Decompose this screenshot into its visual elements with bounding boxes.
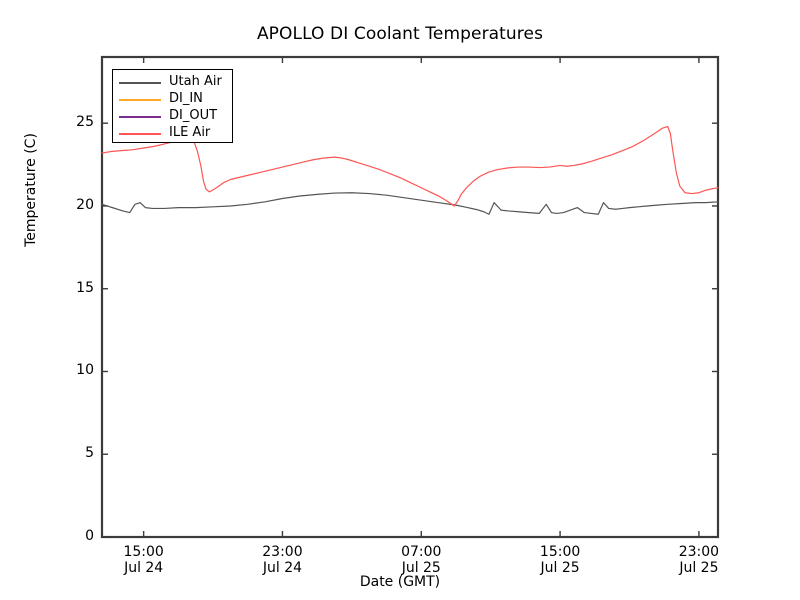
legend-label: DI_OUT [169,108,218,123]
series-line-utah-air [101,192,719,215]
x-tick-label: 23:00 Jul 24 [222,544,342,576]
y-axis-label-text: Temperature (C) [23,133,39,247]
x-tick-date: Jul 25 [401,560,441,576]
legend-label: DI_IN [169,91,203,106]
legend-item-di-in[interactable]: DI_IN [113,91,234,108]
legend-color-swatch [119,133,161,135]
series-line-ile-air [101,125,719,207]
legend-item-di-out[interactable]: DI_OUT [113,108,234,125]
legend-label: Utah Air [169,74,222,89]
legend-color-swatch [119,99,161,101]
chart-title: APOLLO DI Coolant Temperatures [256,24,544,44]
chart-legend: Utah Air DI_IN DI_OUT ILE Air [112,69,233,143]
x-tick-label: 07:00 Jul 25 [361,544,481,576]
y-tick-label: 5 [85,445,94,462]
x-tick-time: 15:00 [539,544,581,560]
x-tick-time: 07:00 [401,544,442,560]
y-axis-label: Temperature (C) [23,0,39,247]
legend-item-utah-air[interactable]: Utah Air [113,74,234,91]
y-tick-label: 10 [76,362,94,379]
legend-item-ile-air[interactable]: ILE Air [113,125,234,142]
x-tick-date: Jul 24 [262,560,303,576]
y-tick-label: 25 [76,114,94,131]
x-tick-label: 15:00 Jul 24 [84,544,204,576]
y-tick-label: 0 [85,528,94,544]
legend-color-swatch [119,116,161,118]
x-tick-label: 23:00 Jul 25 [639,544,759,576]
x-tick-date: Jul 24 [124,560,164,576]
legend-color-swatch [119,82,161,84]
x-tick-date: Jul 25 [540,560,580,576]
x-tick-label: 15:00 Jul 25 [500,544,620,576]
x-tick-time: 15:00 [123,544,164,560]
legend-label: ILE Air [169,125,211,140]
x-axis-label: Date (GMT) [359,574,441,590]
x-tick-time: 23:00 [678,544,720,560]
y-tick-label: 20 [76,196,94,213]
plot-frame [100,55,720,539]
y-tick-label: 15 [76,279,94,296]
x-tick-date: Jul 25 [679,560,719,576]
x-tick-time: 23:00 [262,544,303,560]
